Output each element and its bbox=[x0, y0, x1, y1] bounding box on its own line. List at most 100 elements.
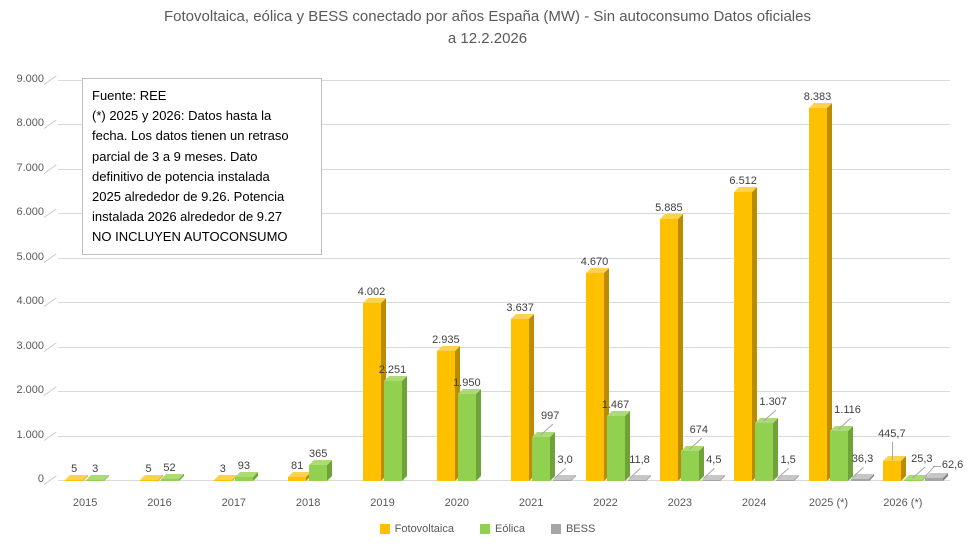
leader-line bbox=[891, 442, 893, 461]
bar-bess bbox=[701, 480, 720, 481]
data-label: 365 bbox=[308, 447, 328, 460]
bar-side-face bbox=[550, 431, 556, 481]
annotation-box: Fuente: REE (*) 2025 y 2026: Datos hasta… bbox=[82, 78, 322, 255]
gridline bbox=[58, 168, 950, 170]
axis-depth-tick bbox=[43, 297, 57, 308]
bar-bess bbox=[627, 480, 646, 481]
axis-depth-tick bbox=[43, 164, 57, 174]
legend-item-fotovoltaica: Fotovoltaica bbox=[379, 523, 454, 535]
annotation-line: fecha. Los datos tienen un retraso bbox=[92, 128, 289, 144]
gridline bbox=[58, 213, 950, 215]
gridline bbox=[58, 302, 950, 304]
legend-item-eólica: Eólica bbox=[479, 523, 525, 535]
bar-bess bbox=[776, 480, 795, 481]
data-label: 62,6 bbox=[941, 459, 964, 472]
bar-bess bbox=[553, 480, 572, 481]
data-label: 1.307 bbox=[759, 395, 787, 408]
bar-fotovoltaica bbox=[585, 273, 604, 481]
bar-side-face bbox=[475, 389, 481, 481]
data-label: 445,7 bbox=[878, 428, 906, 441]
y-tick-label: 8.000 bbox=[16, 117, 44, 130]
x-tick-label: 2015 bbox=[72, 497, 98, 509]
x-tick-label: 2020 bbox=[444, 497, 470, 509]
axis-depth-tick bbox=[43, 75, 57, 85]
bar-bess bbox=[924, 478, 943, 481]
legend: Fotovoltaica Eólica BESS bbox=[0, 523, 975, 535]
bar-eólica bbox=[309, 464, 328, 481]
bar-fotovoltaica bbox=[139, 480, 158, 481]
gridline bbox=[58, 257, 950, 259]
data-label: 3,0 bbox=[557, 454, 573, 467]
axis-depth-tick bbox=[43, 431, 57, 441]
x-tick-label: 2016 bbox=[147, 497, 172, 509]
gridline bbox=[58, 124, 950, 126]
data-label: 81 bbox=[291, 460, 304, 473]
bar-fotovoltaica bbox=[511, 319, 530, 481]
bar-side-face bbox=[401, 375, 407, 481]
gridline bbox=[58, 480, 950, 481]
axis-depth-tick bbox=[43, 475, 57, 485]
bar-bess bbox=[850, 479, 869, 481]
data-label: 11,8 bbox=[629, 454, 650, 467]
bar-eólica bbox=[755, 422, 774, 481]
chart-title: Fotovoltaica, eólica y BESS conectado po… bbox=[0, 6, 975, 50]
x-tick-label: 2024 bbox=[741, 497, 767, 509]
data-label: 5 bbox=[71, 463, 78, 476]
bar-fotovoltaica bbox=[213, 480, 232, 481]
data-label: 997 bbox=[540, 409, 560, 422]
y-tick-label: 5.000 bbox=[16, 250, 44, 263]
y-tick-label: 1.000 bbox=[16, 428, 44, 441]
axis-depth-tick bbox=[43, 342, 57, 352]
data-label: 2.935 bbox=[432, 333, 460, 346]
bar-fotovoltaica bbox=[436, 350, 455, 481]
bar-eólica bbox=[903, 479, 922, 481]
leader-line bbox=[932, 466, 941, 468]
x-tick-label: 2026 (*) bbox=[883, 497, 923, 509]
bar-eólica bbox=[829, 431, 848, 481]
data-label: 1.950 bbox=[453, 377, 481, 390]
bar-fotovoltaica bbox=[288, 477, 307, 481]
axis-depth-tick bbox=[43, 208, 57, 219]
axis-depth-tick bbox=[43, 119, 57, 130]
y-tick-label: 2.000 bbox=[16, 384, 44, 397]
y-tick-label: 6.000 bbox=[16, 206, 44, 219]
legend-label: BESS bbox=[565, 523, 596, 535]
legend-label: Fotovoltaica bbox=[394, 523, 454, 535]
data-label: 4,5 bbox=[706, 454, 722, 467]
y-tick-label: 3.000 bbox=[16, 339, 44, 352]
data-label: 5.885 bbox=[655, 202, 683, 215]
data-label: 1,5 bbox=[780, 454, 796, 467]
bar-fotovoltaica bbox=[808, 108, 827, 481]
x-tick-label: 2023 bbox=[667, 497, 693, 509]
bar-side-face bbox=[826, 103, 832, 481]
data-label: 1.116 bbox=[834, 404, 861, 417]
data-label: 5 bbox=[145, 463, 152, 476]
legend-label: Eólica bbox=[494, 523, 525, 535]
legend-marker-icon bbox=[479, 524, 490, 534]
bar-side-face bbox=[773, 417, 779, 481]
data-label: 3 bbox=[219, 463, 226, 476]
x-tick-label: 2021 bbox=[518, 497, 544, 509]
annotation-line: 2025 alrededor de 9.26. Potencia bbox=[92, 189, 285, 205]
bar-eólica bbox=[606, 415, 625, 481]
bar-eólica bbox=[234, 476, 253, 481]
bar-side-face bbox=[677, 214, 683, 481]
x-tick-label: 2018 bbox=[295, 497, 321, 509]
bar-fotovoltaica bbox=[362, 303, 381, 481]
bar-fotovoltaica bbox=[65, 480, 84, 481]
y-tick-label: 9.000 bbox=[16, 73, 44, 85]
gridline bbox=[58, 435, 950, 437]
annotation-line: definitivo de potencia instalada bbox=[92, 168, 270, 184]
axis-depth-tick bbox=[43, 253, 57, 263]
bar-side-face bbox=[624, 410, 630, 481]
legend-item-bess: BESS bbox=[550, 523, 596, 535]
annotation-line: (*) 2025 y 2026: Datos hasta la bbox=[92, 108, 272, 124]
y-tick-label: 4.000 bbox=[16, 295, 44, 308]
bar-side-face bbox=[698, 446, 704, 481]
bar-fotovoltaica bbox=[734, 191, 753, 481]
y-tick-label: 0 bbox=[37, 473, 44, 485]
gridline bbox=[58, 391, 950, 393]
data-label: 4.670 bbox=[580, 256, 609, 269]
gridline bbox=[58, 346, 950, 348]
